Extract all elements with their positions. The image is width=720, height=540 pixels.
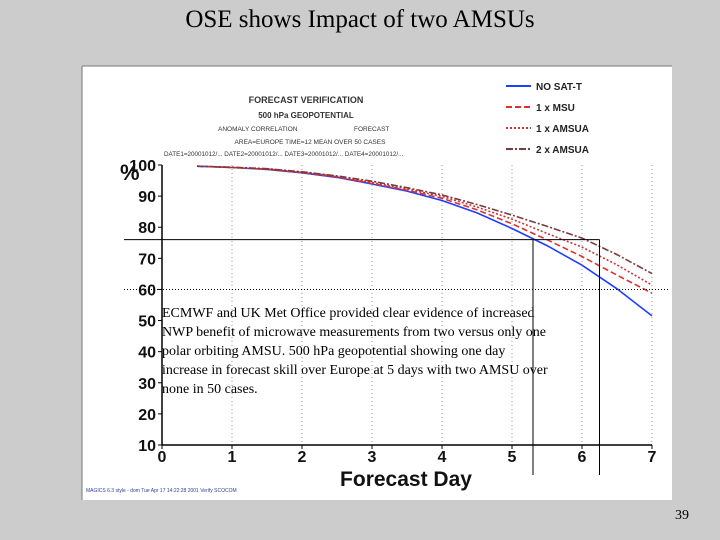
y-tick-label: 60	[138, 282, 156, 299]
caption-line: increase in forecast skill over Europe a…	[162, 363, 548, 378]
legend-label: 2 x AMSUA	[536, 145, 589, 156]
x-tick-label: 3	[368, 449, 377, 466]
chart-footer: MAGICS 6.3 style - dom Tue Apr 17 14:22:…	[86, 488, 237, 494]
x-tick-label: 7	[648, 449, 657, 466]
y-tick-label: 80	[138, 220, 156, 237]
y-tick-label: 10	[138, 438, 156, 455]
legend-label: 1 x AMSUA	[536, 124, 589, 135]
x-tick-label: 5	[508, 449, 517, 466]
y-tick-label: 100	[129, 158, 156, 175]
chart-header-line: FORECAST VERIFICATION	[249, 95, 364, 105]
page-number: 39	[675, 508, 689, 523]
legend-label: NO SAT-T	[536, 82, 582, 93]
caption-line: polar orbiting AMSU. 500 hPa geopotentia…	[162, 344, 506, 359]
caption-line: NWP benefit of microwave measurements fr…	[162, 325, 546, 340]
x-tick-label: 4	[438, 449, 447, 466]
chart-header-line: ANOMALY CORRELATION	[218, 126, 298, 133]
x-tick-label: 0	[158, 449, 167, 466]
caption-line: ECMWF and UK Met Office provided clear e…	[162, 306, 535, 321]
y-tick-label: 70	[138, 251, 156, 268]
series-line	[196, 165, 653, 286]
y-tick-label: 90	[138, 189, 156, 206]
x-tick-label: 1	[228, 449, 237, 466]
y-tick-label: 30	[138, 376, 156, 393]
y-tick-label: 40	[138, 345, 156, 362]
chart-header-line: 500 hPa GEOPOTENTIAL	[258, 111, 354, 120]
chart-panel	[82, 66, 672, 500]
caption: ECMWF and UK Met Office provided clear e…	[162, 304, 634, 399]
chart-header-line: FORECAST	[354, 126, 389, 133]
x-axis-label: Forecast Day	[340, 468, 472, 491]
chart-header-line: AREA=EUROPE TIME=12 MEAN OVER 50 CASES	[235, 139, 387, 146]
slide-title: OSE shows Impact of two AMSUs	[185, 6, 535, 33]
chart-header-line: DATE1=20001012/... DATE2=20001012/... DA…	[164, 151, 404, 158]
y-tick-label: 50	[138, 314, 156, 331]
y-axis-label: %	[120, 160, 140, 185]
caption-line: none in 50 cases.	[162, 382, 258, 397]
legend-label: 1 x MSU	[536, 103, 575, 114]
series-line	[196, 165, 653, 275]
x-tick-label: 2	[298, 449, 307, 466]
x-tick-label: 6	[578, 449, 587, 466]
y-tick-label: 20	[138, 407, 156, 424]
